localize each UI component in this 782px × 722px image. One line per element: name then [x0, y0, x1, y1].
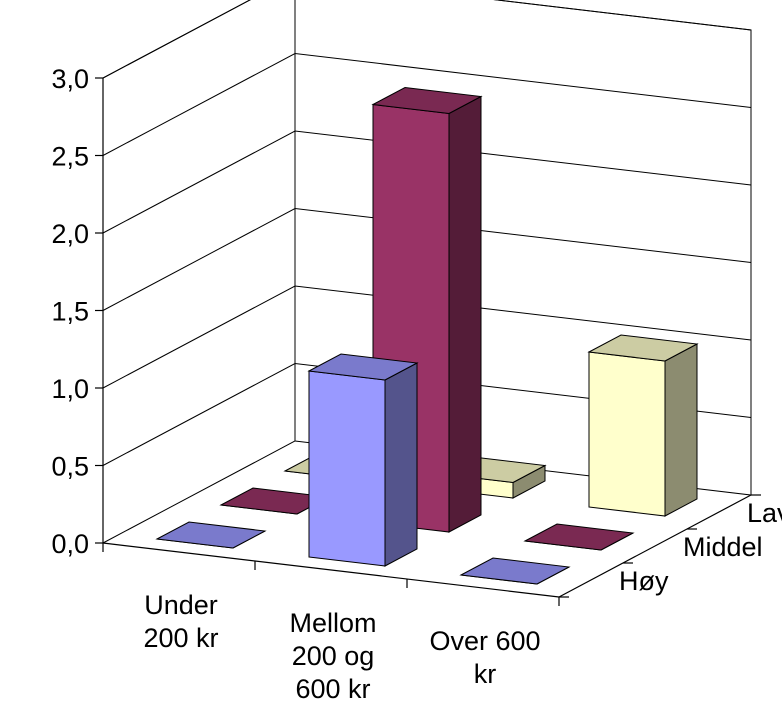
y-tick-label: 2,0 — [51, 219, 89, 249]
bar-høy-1 — [155, 521, 267, 549]
left-wall — [102, 0, 296, 544]
series-label-middel: Middel — [683, 532, 763, 562]
bar-middel-3 — [523, 523, 635, 551]
axes — [95, 77, 761, 606]
series-label-lav: Lav — [747, 498, 782, 528]
series-labels: Høy Middel Lav — [619, 498, 782, 596]
y-tick-labels: 0,0 0,5 1,0 1,5 2,0 2,5 3,0 — [51, 64, 89, 559]
bar-høy-3 — [459, 557, 571, 585]
bars — [155, 86, 699, 585]
bar-høy-2 — [307, 353, 419, 567]
bar-lav-3 — [587, 334, 699, 517]
category-labels: Under 200 kr Mellom 200 og 600 kr Over 600 kr — [143, 590, 540, 704]
y-tick-label: 0,0 — [51, 529, 89, 559]
gridline — [102, 52, 752, 156]
y-tick-label: 0,5 — [51, 452, 89, 482]
category-label: Mellom 200 og 600 kr — [289, 608, 376, 704]
y-tick-label: 1,0 — [51, 374, 89, 404]
gridlines — [102, 0, 752, 466]
series-axis — [558, 494, 752, 598]
category-label: Under 200 kr — [143, 590, 218, 653]
gridline — [102, 285, 752, 389]
category-axis — [102, 542, 560, 598]
y-tick-label: 2,5 — [51, 142, 89, 172]
series-label-høy: Høy — [619, 566, 669, 596]
category-label: Over 600 kr — [429, 626, 540, 689]
gridline — [102, 130, 752, 234]
y-tick-label: 1,5 — [51, 297, 89, 327]
gridline — [102, 207, 752, 311]
y-tick-label: 3,0 — [51, 64, 89, 94]
gridline — [102, 0, 752, 79]
